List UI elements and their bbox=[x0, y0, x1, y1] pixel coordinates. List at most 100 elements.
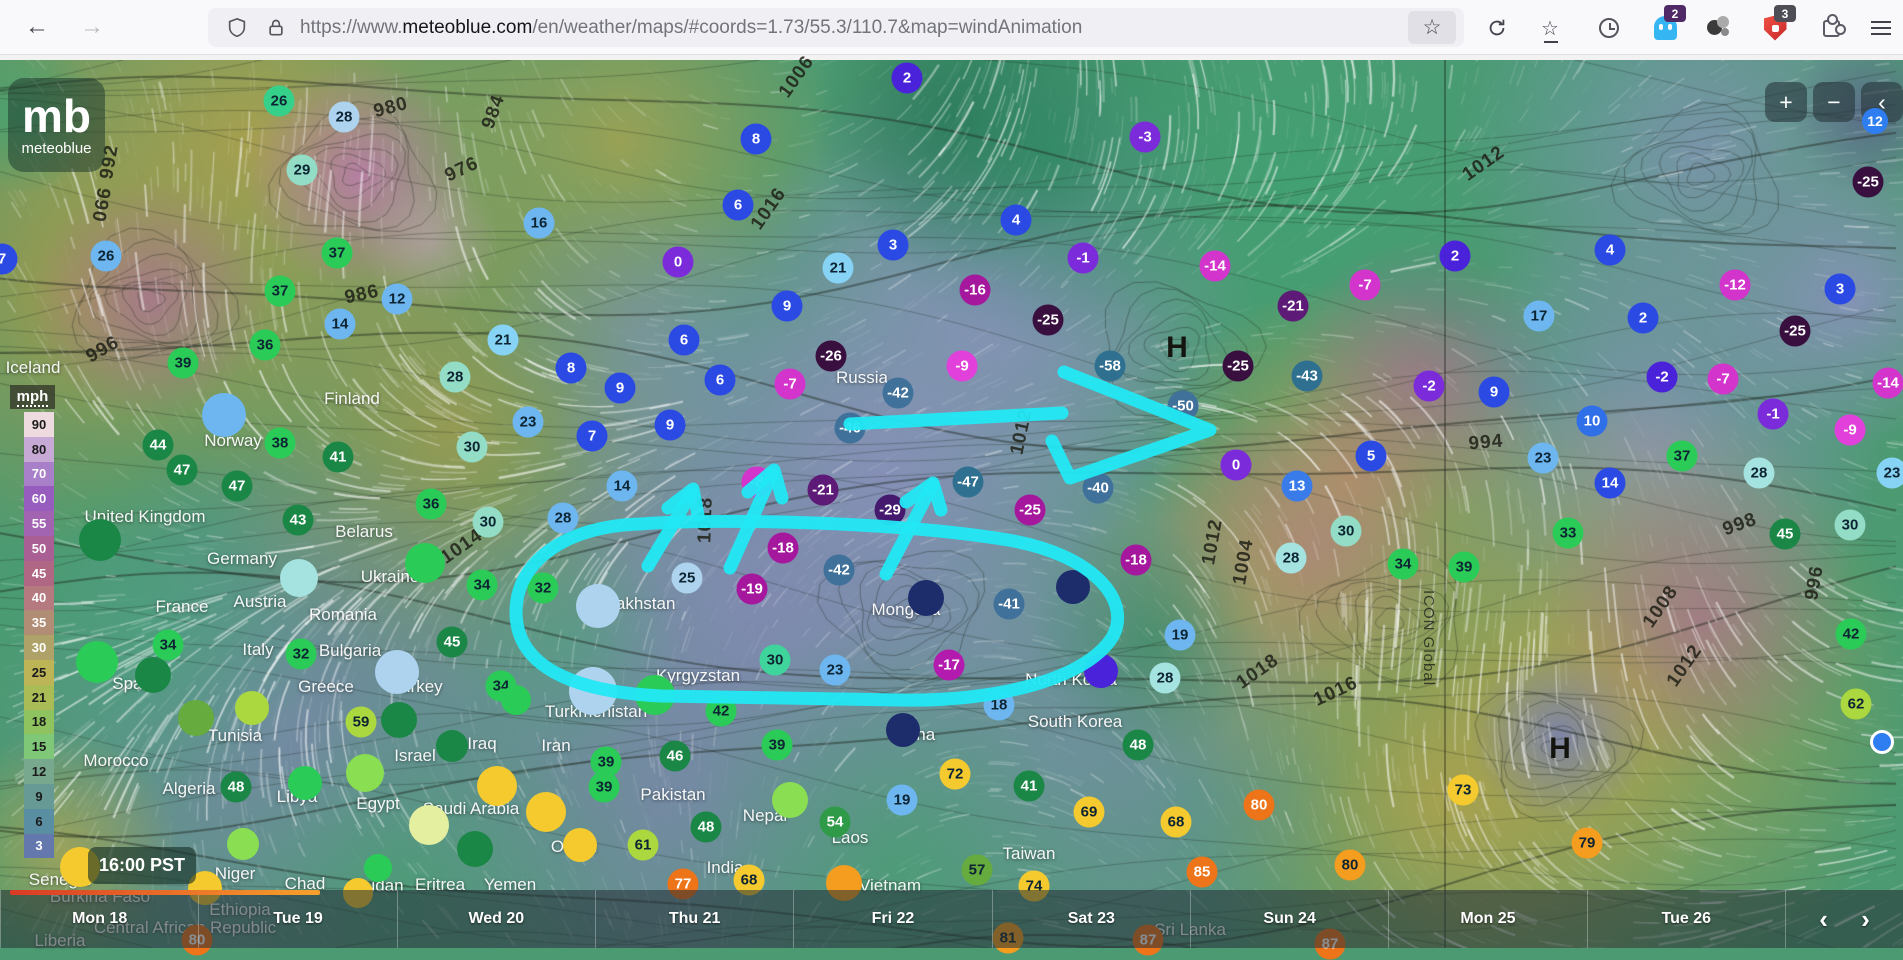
legend-scale-step: 25 bbox=[24, 660, 54, 685]
timeline-day[interactable]: Tue 19 bbox=[198, 890, 396, 948]
station-marker: 2 bbox=[1628, 303, 1659, 334]
zoom-out-button[interactable]: − bbox=[1813, 82, 1855, 122]
ghostery-extension-icon[interactable]: 2 bbox=[1648, 11, 1682, 45]
timeline-prev-button[interactable]: ‹ bbox=[1819, 904, 1828, 935]
station-marker: 59 bbox=[346, 707, 377, 738]
station-marker: 42 bbox=[706, 696, 737, 727]
saved-bookmarks-icon[interactable]: ☆ bbox=[1533, 11, 1567, 45]
url-bar[interactable]: https://www.meteoblue.com/en/weather/map… bbox=[208, 8, 1464, 47]
browser-toolbar: ← → https://www.meteoblue.com/en/weather… bbox=[0, 0, 1903, 55]
station-marker: 12 bbox=[382, 284, 413, 315]
model-label: ICON Global bbox=[1420, 590, 1437, 686]
timeline-day[interactable]: Sun 24 bbox=[1190, 890, 1388, 948]
station-marker: 45 bbox=[1770, 519, 1801, 550]
adguard-extension-icon[interactable]: 3 bbox=[1758, 11, 1792, 45]
station-marker bbox=[635, 675, 675, 715]
timeline-day[interactable]: Fri 22 bbox=[793, 890, 991, 948]
meteoblue-logo[interactable]: mb meteoblue bbox=[8, 78, 105, 172]
station-marker: 30 bbox=[457, 432, 488, 463]
logo-short: mb bbox=[22, 94, 91, 138]
station-marker: 37 bbox=[265, 276, 296, 307]
station-marker bbox=[375, 650, 419, 694]
station-marker bbox=[501, 685, 531, 715]
station-marker: 48 bbox=[1123, 730, 1154, 761]
station-marker: 7 bbox=[577, 421, 608, 452]
bookmark-star-icon[interactable]: ☆ bbox=[1408, 11, 1456, 44]
station-marker: 34 bbox=[153, 630, 184, 661]
legend-scale-step: 45 bbox=[24, 561, 54, 586]
station-marker: 38 bbox=[265, 428, 296, 459]
station-marker: 37 bbox=[1667, 441, 1698, 472]
station-marker bbox=[1056, 570, 1090, 604]
station-marker bbox=[76, 641, 118, 683]
wind-animation-canvas[interactable] bbox=[0, 55, 1903, 948]
station-marker: 85 bbox=[1187, 857, 1218, 888]
history-clock-icon[interactable] bbox=[1592, 11, 1626, 45]
station-marker bbox=[381, 702, 417, 738]
zoom-in-button[interactable]: + bbox=[1765, 82, 1807, 122]
station-marker: 9 bbox=[772, 291, 803, 322]
station-marker: 39 bbox=[591, 747, 622, 778]
tracking-protection-icon[interactable] bbox=[226, 17, 248, 39]
timeline-day[interactable]: Tue 26 bbox=[1587, 890, 1785, 948]
station-marker: 5 bbox=[1356, 441, 1387, 472]
timeline-day[interactable]: Mon 25 bbox=[1388, 890, 1586, 948]
legend-unit-selector[interactable]: mph bbox=[10, 385, 55, 409]
lock-icon[interactable] bbox=[266, 18, 286, 38]
station-marker: 30 bbox=[1835, 510, 1866, 541]
timeline-day[interactable]: Wed 20 bbox=[397, 890, 595, 948]
station-marker: 14 bbox=[325, 309, 356, 340]
country-label: Taiwan bbox=[1003, 844, 1056, 864]
station-marker: -21 bbox=[1278, 291, 1309, 322]
refresh-icon[interactable] bbox=[1480, 11, 1514, 45]
station-marker: -2 bbox=[1414, 371, 1445, 402]
country-label: South Korea bbox=[1028, 712, 1123, 732]
station-marker: -7 bbox=[1708, 364, 1739, 395]
country-label: Iraq bbox=[467, 734, 496, 754]
station-marker: 0 bbox=[1221, 450, 1252, 481]
back-button[interactable]: ← bbox=[25, 14, 49, 40]
station-marker: 8 bbox=[556, 353, 587, 384]
timeline-day[interactable]: Sat 23 bbox=[992, 890, 1190, 948]
station-marker: -25 bbox=[1223, 351, 1254, 382]
legend-scale-step: 90 bbox=[24, 412, 54, 437]
timeline-day[interactable]: Mon 18 bbox=[0, 890, 198, 948]
station-marker: -46 bbox=[835, 413, 866, 444]
menu-hamburger-icon[interactable] bbox=[1864, 11, 1898, 45]
legend-scale-step: 55 bbox=[24, 511, 54, 536]
country-label: Morocco bbox=[83, 751, 148, 771]
station-marker: 30 bbox=[760, 645, 791, 676]
station-marker: -16 bbox=[960, 275, 991, 306]
station-marker: 9 bbox=[1479, 377, 1510, 408]
station-marker: 39 bbox=[1449, 552, 1480, 583]
country-label: Finland bbox=[324, 389, 380, 409]
station-marker: 21 bbox=[823, 253, 854, 284]
station-marker: 68 bbox=[1161, 807, 1192, 838]
station-marker: 36 bbox=[250, 330, 281, 361]
station-marker: 36 bbox=[416, 489, 447, 520]
station-marker: -3 bbox=[1130, 122, 1161, 153]
station-marker: 28 bbox=[329, 102, 360, 133]
station-marker: -2 bbox=[1647, 362, 1678, 393]
station-marker: -58 bbox=[1095, 351, 1126, 382]
station-marker: 34 bbox=[467, 570, 498, 601]
timeline-nav: ‹ › bbox=[1785, 890, 1903, 948]
extension-spheres-icon[interactable] bbox=[1702, 11, 1736, 45]
timeline-next-button[interactable]: › bbox=[1861, 904, 1870, 935]
station-marker: 28 bbox=[1150, 663, 1181, 694]
extensions-puzzle-icon[interactable] bbox=[1814, 11, 1848, 45]
legend-scale-step: 12 bbox=[24, 759, 54, 784]
legend-scale-step: 6 bbox=[24, 809, 54, 834]
adguard-badge: 3 bbox=[1774, 5, 1796, 22]
legend-scale-step: 15 bbox=[24, 734, 54, 759]
country-label: Tunisia bbox=[208, 726, 262, 746]
station-marker bbox=[405, 543, 445, 583]
url-text[interactable]: https://www.meteoblue.com/en/weather/map… bbox=[300, 17, 1082, 39]
logo-name: meteoblue bbox=[21, 140, 91, 157]
forward-button[interactable]: → bbox=[80, 14, 104, 40]
legend-scale-step: 50 bbox=[24, 536, 54, 561]
station-marker: 26 bbox=[91, 241, 122, 272]
timeline-day[interactable]: Thu 21 bbox=[595, 890, 793, 948]
station-marker: 23 bbox=[1877, 458, 1903, 489]
